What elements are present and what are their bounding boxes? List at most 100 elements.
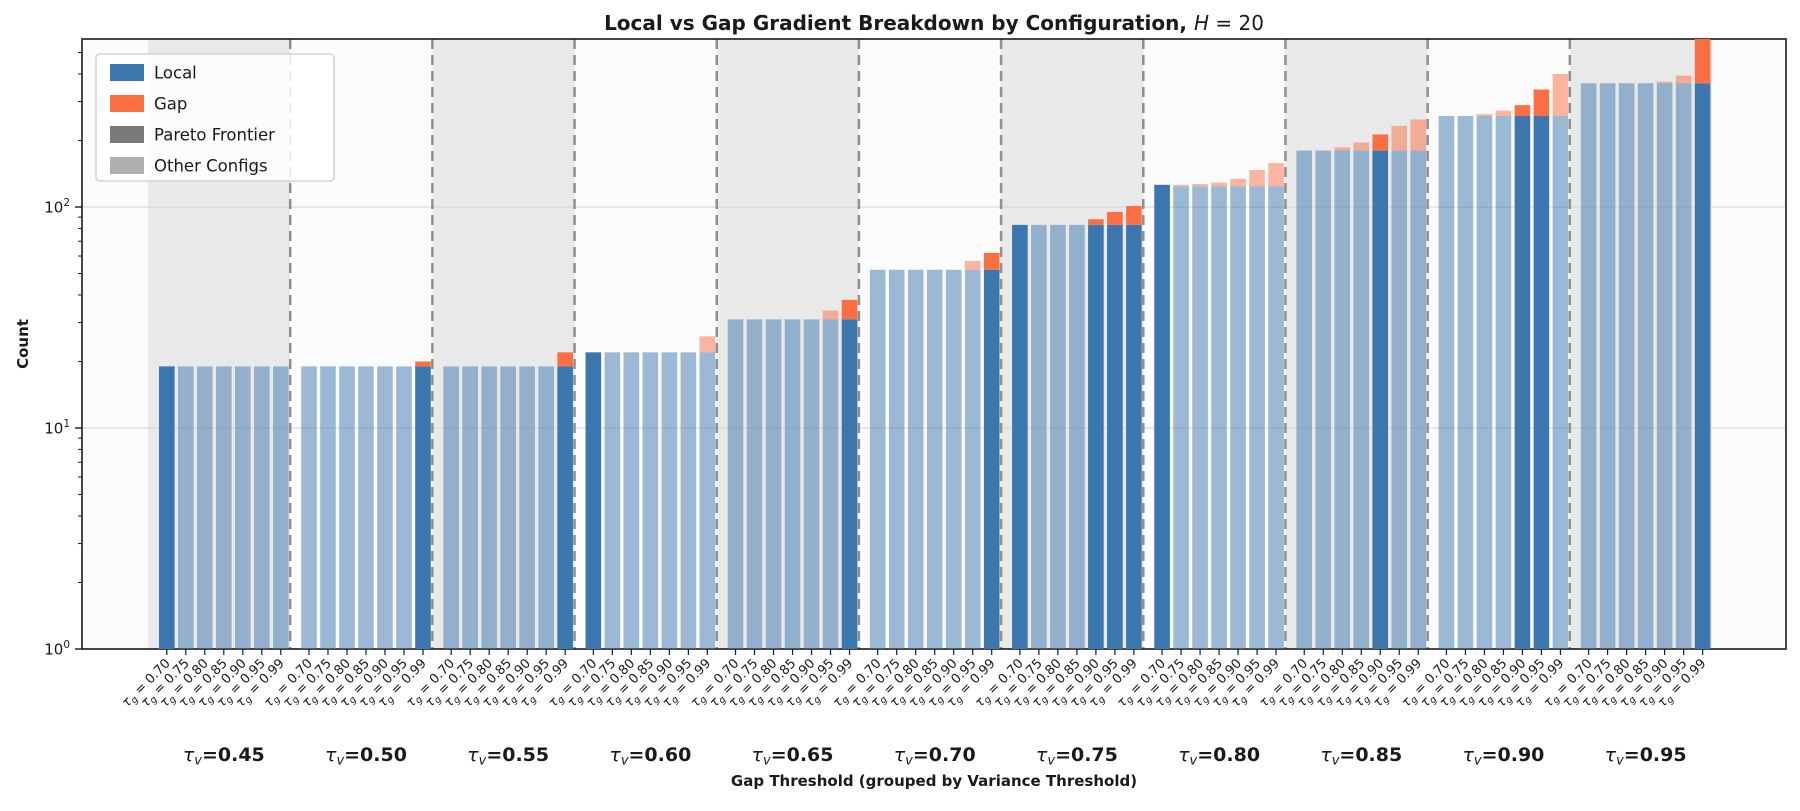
legend-swatch-local (110, 64, 144, 81)
group-label: τv=0.80 (1178, 744, 1260, 769)
group-label: τv=0.85 (1320, 744, 1402, 769)
y-tick-label: 102 (44, 197, 70, 217)
bar-gap-segment (1334, 147, 1351, 151)
bar-local-segment (983, 269, 1000, 649)
bar-local-segment (1126, 224, 1142, 650)
legend-label-local: Local (154, 64, 197, 83)
bar-local-segment (822, 319, 839, 649)
bar-local-segment (1514, 116, 1531, 649)
chart-title-math-var: H (1194, 11, 1209, 35)
bar-gap-segment (983, 252, 1000, 270)
group-label: τv=0.70 (894, 744, 976, 769)
bar-gap-segment (1476, 114, 1493, 117)
bar-local-segment (604, 352, 621, 649)
group-label: τv=0.95 (1605, 744, 1687, 769)
bar-gap-segment (1410, 119, 1427, 151)
bar-local-segment (888, 269, 905, 649)
bar-gap-segment (1192, 184, 1208, 187)
bar-gap-segment (964, 260, 981, 270)
bar-gap-segment (1230, 178, 1246, 187)
legend: Local Gap Pareto Frontier Other Configs (95, 53, 335, 182)
bar-gap-segment (822, 310, 839, 320)
bar-local-segment (1599, 83, 1616, 650)
bar-local-segment (765, 319, 782, 649)
bar-local-segment (1372, 150, 1389, 649)
bar-local-segment (1580, 83, 1597, 650)
bar-gap-segment (1694, 39, 1711, 84)
bar-local-segment (254, 366, 270, 649)
bar-local-segment (642, 352, 659, 649)
bar-local-segment (1031, 224, 1047, 650)
bar-gap-segment (1126, 206, 1142, 225)
bar-local-segment (1334, 150, 1351, 649)
bar-local-segment (841, 319, 858, 649)
bar-gap-segment (1514, 105, 1531, 117)
chart-title: Local vs Gap Gradient Breakdown by Confi… (604, 11, 1264, 35)
bar-local-segment (661, 352, 678, 649)
bar-local-segment (1438, 116, 1455, 649)
bar-gap-segment (1675, 75, 1692, 84)
bar-local-segment (538, 366, 554, 649)
bar-local-segment (500, 366, 516, 649)
bar-local-segment (680, 352, 697, 649)
bar-local-segment (1012, 224, 1028, 650)
bar-local-segment (1230, 186, 1246, 649)
bar-local-segment (699, 352, 716, 649)
bars-layer (159, 39, 1711, 650)
bar-local-segment (481, 366, 497, 649)
chart-title-main: Local vs Gap Gradient Breakdown by Confi… (604, 11, 1194, 35)
bar-local-segment (1694, 83, 1711, 650)
bar-local-segment (1154, 184, 1170, 649)
bar-gap-segment (841, 299, 858, 320)
bar-local-segment (301, 366, 317, 649)
chart-title-math-rest: = 20 (1209, 11, 1264, 35)
bar-local-segment (945, 269, 962, 649)
bar-gap-segment (1372, 134, 1389, 151)
bar-gap-segment (1268, 163, 1284, 187)
legend-label-gap: Gap (154, 95, 187, 114)
bar-local-segment (623, 352, 640, 649)
bar-local-segment (1296, 150, 1313, 649)
legend-box (95, 53, 335, 182)
bar-local-segment (557, 366, 573, 649)
legend-swatch-gap (110, 95, 144, 112)
group-label: τv=0.45 (183, 744, 265, 769)
bar-local-segment (926, 269, 943, 649)
bar-local-segment (377, 366, 393, 649)
bar-local-segment (964, 269, 981, 649)
bar-gap-segment (1088, 219, 1104, 225)
bar-local-segment (1457, 116, 1474, 649)
bar-gap-segment (1173, 184, 1189, 187)
bar-local-segment (869, 269, 886, 649)
bar-local-segment (1268, 186, 1284, 649)
y-axis-label: Count (14, 319, 32, 369)
bar-local-segment (727, 319, 744, 649)
group-label: τv=0.90 (1462, 744, 1544, 769)
bar-local-segment (1173, 186, 1189, 649)
bar-local-segment (1552, 116, 1569, 649)
bar-local-segment (1410, 150, 1427, 649)
x-axis-label: Gap Threshold (grouped by Variance Thres… (731, 772, 1137, 790)
bar-local-segment (339, 366, 355, 649)
bar-gap-segment (557, 352, 573, 367)
bar-local-segment (1353, 150, 1370, 649)
bar-gap-segment (1656, 81, 1673, 84)
bar-local-segment (907, 269, 924, 649)
bar-local-segment (1656, 83, 1673, 650)
y-tick-label: 101 (44, 418, 70, 438)
bar-local-segment (1476, 116, 1493, 649)
group-label: τv=0.65 (752, 744, 834, 769)
bar-gap-segment (415, 361, 431, 367)
legend-swatch-other-configs (110, 157, 144, 174)
bar-local-segment (443, 366, 459, 649)
bar-local-segment (1211, 186, 1227, 649)
bar-local-segment (1391, 150, 1408, 649)
bar-gap-segment (699, 336, 716, 353)
bar-gap-segment (1353, 142, 1370, 151)
bar-gap-segment (1495, 110, 1512, 117)
bar-gap-segment (1533, 89, 1550, 117)
bar-local-segment (1533, 116, 1550, 649)
legend-label-other-configs: Other Configs (154, 157, 268, 176)
